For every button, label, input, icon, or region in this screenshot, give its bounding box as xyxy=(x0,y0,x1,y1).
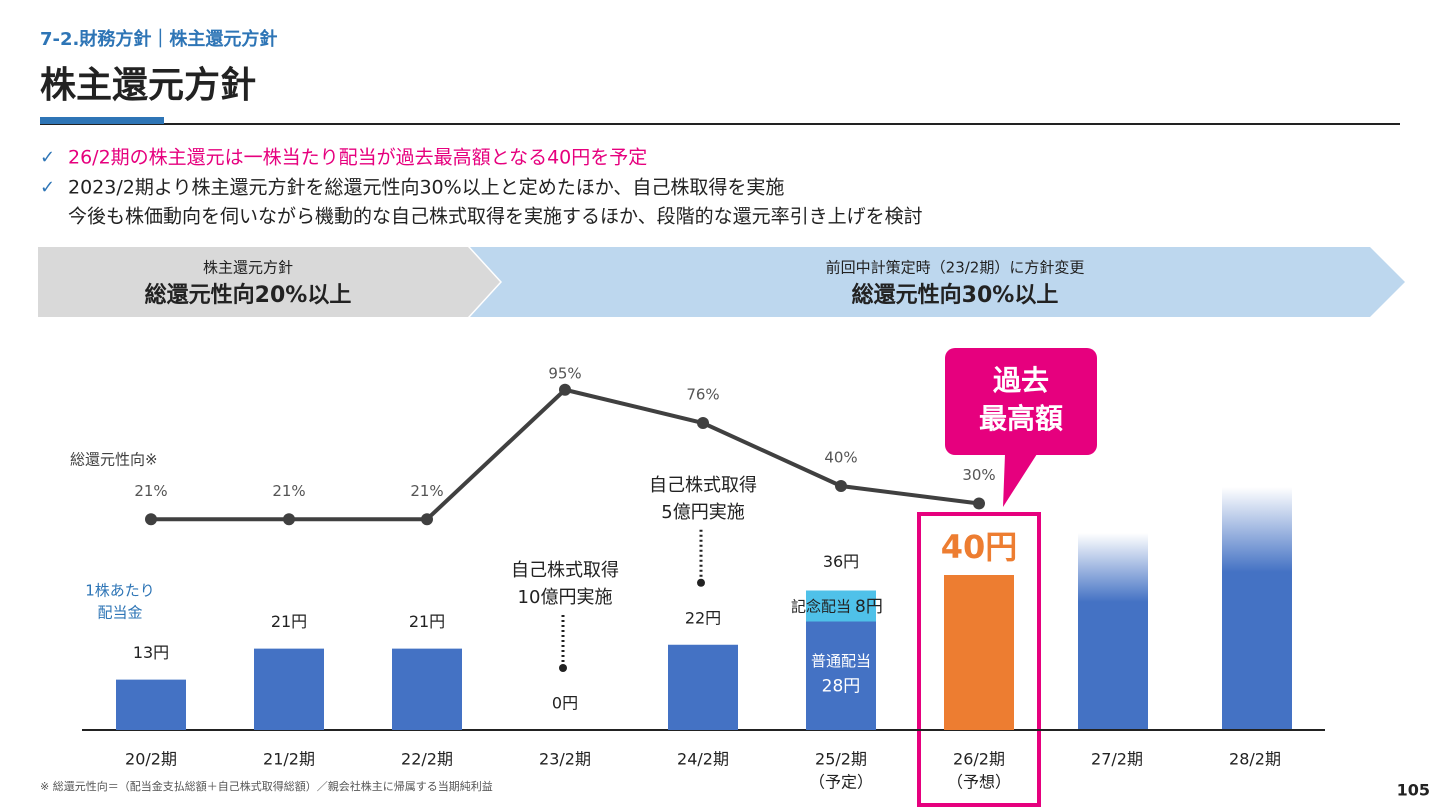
annotation: 10億円実施 xyxy=(518,587,613,608)
x-tick-note: （予定） xyxy=(809,773,873,792)
annotation: 自己株式取得 xyxy=(649,475,757,496)
line-value-label: 76% xyxy=(686,386,719,404)
bar-value-label: 40円 xyxy=(941,528,1018,566)
highlight-frame xyxy=(917,512,1041,807)
banner-policy: 総還元性向30%以上 xyxy=(852,282,1059,308)
bullet: 2023/2期より株主還元方針を総還元性向30%以上と定めたほか、自己株取得を実… xyxy=(68,177,784,199)
bar xyxy=(668,644,738,730)
bar-value-label: 21円 xyxy=(271,612,307,631)
bar-label: 1株あたり xyxy=(85,582,155,600)
x-tick-label: 23/2期 xyxy=(539,750,591,769)
x-tick-label: 28/2期 xyxy=(1229,750,1281,769)
x-tick-label: 27/2期 xyxy=(1091,750,1143,769)
footnote: ※ 総還元性向＝（配当金支払総額＋自己株式取得総額）／親会社株主に帰属する当期純… xyxy=(40,779,493,793)
section: 7-2.財務方針｜株主還元方針 xyxy=(40,28,277,50)
bar xyxy=(116,679,186,730)
banner-left xyxy=(38,247,500,317)
total-label: 36円 xyxy=(823,552,859,571)
bar-segment xyxy=(806,590,876,622)
check: ✓ xyxy=(40,177,55,198)
bar xyxy=(944,575,1014,730)
banner-caption: 前回中計策定時（23/2期）に方針変更 xyxy=(826,259,1085,277)
line-point xyxy=(559,383,571,396)
annotation: 5億円実施 xyxy=(661,502,744,523)
line-label: 総還元性向※ xyxy=(70,451,158,469)
callout-tail xyxy=(1003,454,1037,507)
x-tick-label: 25/2期 xyxy=(815,750,867,769)
title: 株主還元方針 xyxy=(40,65,256,106)
check: ✓ xyxy=(40,147,55,168)
x-tick-label: 20/2期 xyxy=(125,750,177,769)
line-value-label: 95% xyxy=(548,364,581,382)
annotation-dot xyxy=(697,578,705,587)
line-value-label: 21% xyxy=(272,482,305,500)
rule-accent xyxy=(40,117,164,124)
x-tick-label: 22/2期 xyxy=(401,750,453,769)
line-point xyxy=(835,480,847,492)
bar-value-label: 13円 xyxy=(133,643,169,662)
line-value-label: 40% xyxy=(824,449,857,467)
banner-right xyxy=(470,247,1405,317)
future-bar xyxy=(1078,533,1148,730)
bullet: 26/2期の株主還元は一株当たり配当が過去最高額となる40円を予定 xyxy=(68,147,647,169)
x-tick-note: （予想） xyxy=(947,773,1011,792)
line-point xyxy=(421,513,433,526)
bullet: 今後も株価動向を伺いながら機動的な自己株式取得を実施するほか、段階的な還元率引き… xyxy=(68,206,923,228)
bar xyxy=(254,648,324,730)
line-point xyxy=(697,417,709,429)
series-name: 普通配当 xyxy=(811,652,871,670)
bar-value-label: 8円 xyxy=(855,597,883,617)
bar-value-label: 28円 xyxy=(822,677,861,697)
line-value-label: 30% xyxy=(962,466,995,484)
bar xyxy=(392,648,462,730)
page-number: 105 xyxy=(1397,781,1430,800)
line-value-label: 21% xyxy=(134,482,167,500)
line-point xyxy=(145,513,157,526)
callout-box xyxy=(945,348,1097,455)
banner-policy: 総還元性向20%以上 xyxy=(145,282,352,308)
line-point xyxy=(283,513,295,526)
series-name: 記念配当 xyxy=(791,598,851,616)
callout-text: 最高額 xyxy=(979,402,1063,435)
bar-value-label: 0円 xyxy=(552,694,578,713)
annotation-dot xyxy=(559,664,567,672)
line-point xyxy=(973,497,985,510)
bar-value-label: 22円 xyxy=(685,608,721,627)
bar-value-label: 21円 xyxy=(409,612,445,631)
x-tick-label: 24/2期 xyxy=(677,750,729,769)
x-tick-label: 21/2期 xyxy=(263,750,315,769)
banner-caption: 株主還元方針 xyxy=(203,259,293,277)
line-value-label: 21% xyxy=(410,482,443,500)
annotation: 自己株式取得 xyxy=(511,560,619,581)
x-tick-label: 26/2期 xyxy=(953,750,1005,769)
callout-text: 過去 xyxy=(993,364,1049,397)
future-bar xyxy=(1222,487,1292,730)
bar xyxy=(806,621,876,730)
bar-label: 配当金 xyxy=(97,604,142,622)
